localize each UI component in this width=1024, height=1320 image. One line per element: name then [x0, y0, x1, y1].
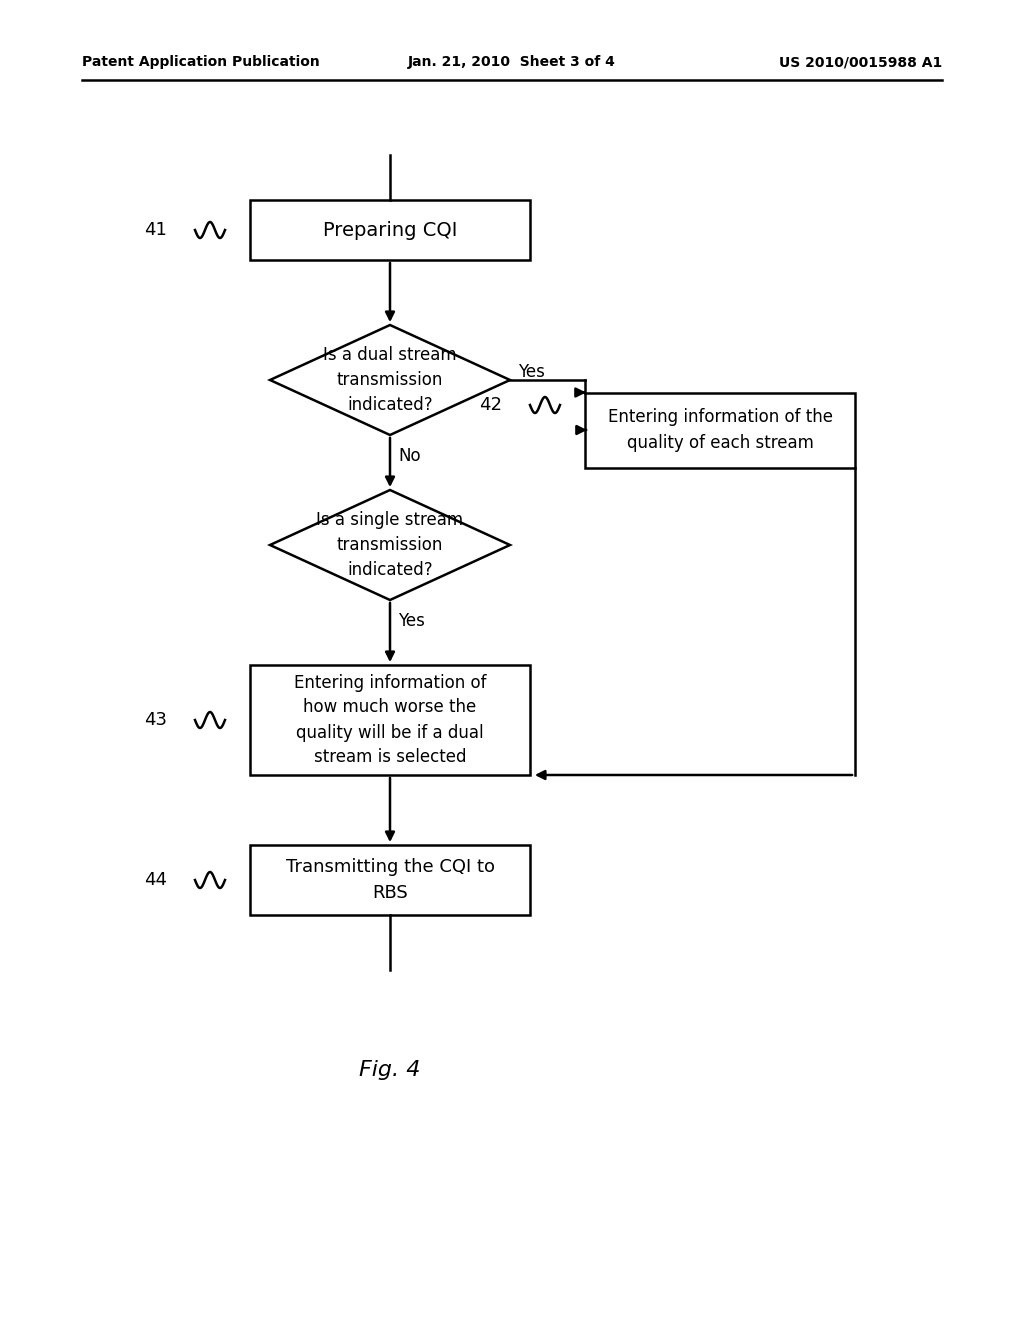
Text: Preparing CQI: Preparing CQI [323, 220, 457, 239]
Text: No: No [398, 447, 421, 465]
Text: Is a single stream
transmission
indicated?: Is a single stream transmission indicate… [316, 511, 464, 579]
Polygon shape [270, 325, 510, 436]
Text: 44: 44 [144, 871, 167, 888]
Text: Yes: Yes [518, 363, 545, 381]
Text: Patent Application Publication: Patent Application Publication [82, 55, 319, 69]
Text: Yes: Yes [398, 612, 425, 630]
Bar [250, 665, 530, 775]
Text: Fig. 4: Fig. 4 [359, 1060, 421, 1080]
Bar [250, 201, 530, 260]
Text: 43: 43 [144, 711, 167, 729]
Text: 42: 42 [479, 396, 502, 414]
Text: 41: 41 [144, 220, 167, 239]
Bar [585, 392, 855, 467]
Text: Transmitting the CQI to
RBS: Transmitting the CQI to RBS [286, 858, 495, 902]
Polygon shape [270, 490, 510, 601]
Text: Is a dual stream
transmission
indicated?: Is a dual stream transmission indicated? [324, 346, 457, 414]
Text: US 2010/0015988 A1: US 2010/0015988 A1 [778, 55, 942, 69]
Text: Entering information of the
quality of each stream: Entering information of the quality of e… [607, 408, 833, 451]
Text: Entering information of
how much worse the
quality will be if a dual
stream is s: Entering information of how much worse t… [294, 673, 486, 767]
Text: Jan. 21, 2010  Sheet 3 of 4: Jan. 21, 2010 Sheet 3 of 4 [408, 55, 616, 69]
Bar [250, 845, 530, 915]
